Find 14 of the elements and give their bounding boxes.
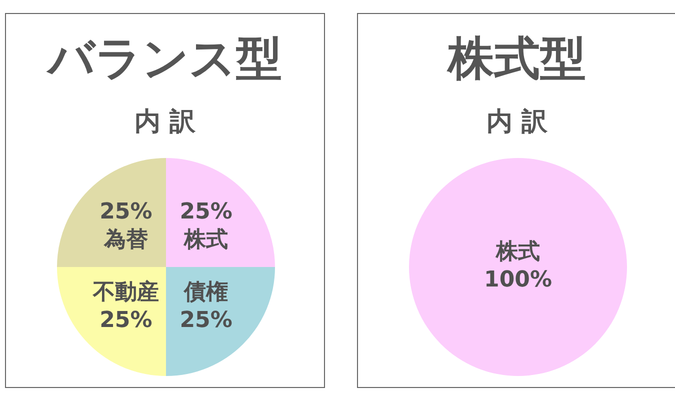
data-label: 25%	[100, 308, 152, 333]
data-label: 25%	[180, 200, 232, 225]
slice-label: 不動産	[92, 278, 159, 305]
chart-title: バランス型	[45, 30, 283, 86]
data-label: 25%	[100, 200, 152, 225]
chart-subtitle: 内 訳	[485, 106, 549, 138]
slice-label: 株式	[183, 228, 228, 253]
chart-title: 株式型	[446, 30, 587, 86]
data-label: 25%	[180, 308, 232, 333]
chart-subtitle: 内 訳	[133, 106, 197, 138]
slice-label: 債権	[183, 280, 228, 305]
slice-label: 為替	[102, 228, 148, 253]
data-label: 100%	[484, 268, 552, 293]
slice-label: 株式	[495, 240, 540, 265]
